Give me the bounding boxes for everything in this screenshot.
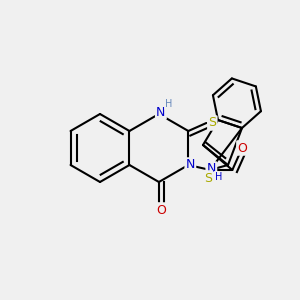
Text: S: S — [208, 116, 216, 130]
Text: O: O — [156, 203, 166, 217]
Text: H: H — [165, 99, 172, 109]
Text: N: N — [186, 158, 195, 172]
Text: H: H — [214, 172, 222, 182]
Text: N: N — [207, 163, 216, 176]
Text: S: S — [204, 172, 212, 184]
Text: O: O — [237, 142, 247, 154]
Text: N: N — [156, 106, 166, 118]
